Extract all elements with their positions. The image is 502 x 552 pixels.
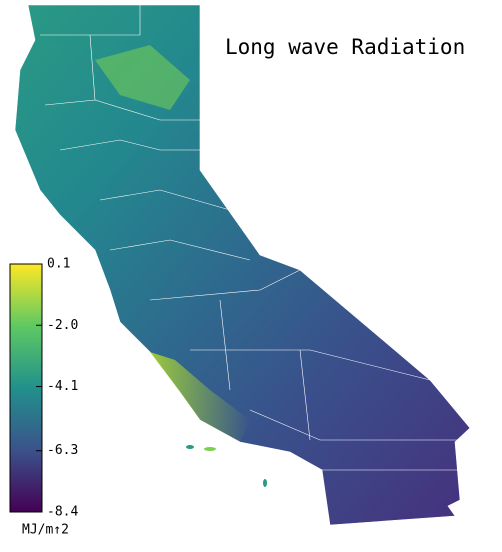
coastal-highlight: [150, 352, 250, 442]
county-lines: [40, 5, 460, 471]
colorbar-tick-label: -2.0: [47, 318, 78, 333]
northern-highlight: [95, 45, 190, 110]
california-map: [14, 4, 471, 526]
map-title: Long wave Radiation: [225, 35, 465, 59]
island: [263, 479, 267, 487]
colorbar-ramp: [9, 263, 43, 513]
colorbar-tick-label: -8.4: [47, 505, 78, 520]
colorbar-tick-label: 0.1: [47, 257, 70, 272]
island: [204, 447, 216, 451]
colorbar-tick-label: -4.1: [47, 379, 78, 394]
colorbar-unit: MJ/m↑2: [22, 523, 69, 538]
island: [186, 445, 194, 449]
colorbar-tick-label: -6.3: [47, 443, 78, 458]
colorbar: MJ/m↑2 0.1 -2.0 -4.1 -6.3 -8.4: [9, 257, 78, 538]
state-shape: [14, 4, 471, 526]
